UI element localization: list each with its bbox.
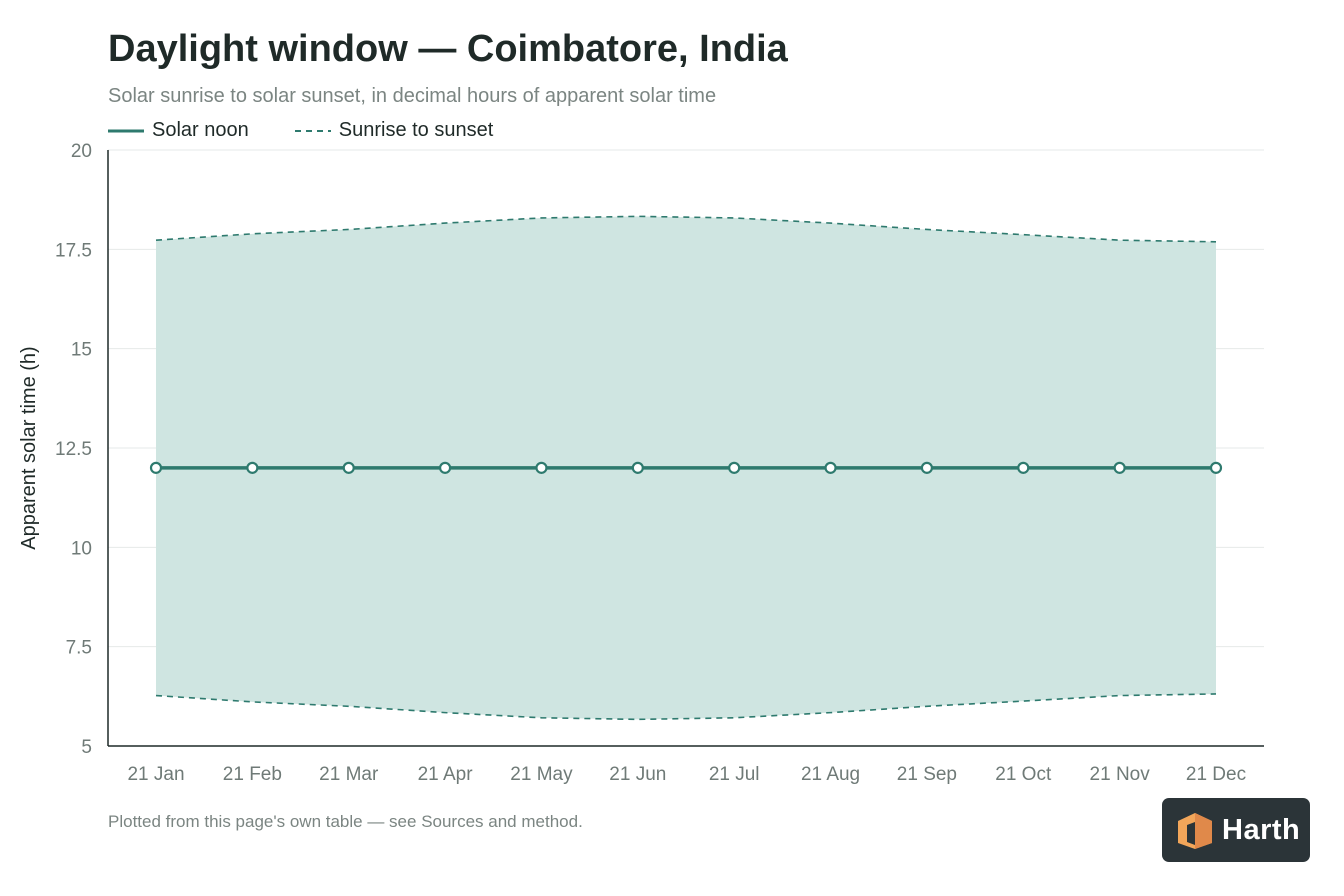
solar-noon-point xyxy=(631,461,644,474)
legend: Solar noon Sunrise to sunset xyxy=(108,119,539,142)
chart-title: Daylight window — Coimbatore, India xyxy=(108,28,788,70)
harth-logo-text: Harth xyxy=(1222,813,1301,846)
y-tick-label: 12.5 xyxy=(55,439,92,460)
sunset-line xyxy=(155,215,1217,243)
x-tick-label: 21 Dec xyxy=(1186,764,1246,785)
x-tick-labels: 21 Jan 21 Feb 21 Mar 21 Apr 21 May 21 Jun 21 J… xyxy=(127,764,1246,785)
y-tick-label: 20 xyxy=(71,141,92,162)
x-tick-label: 21 Apr xyxy=(418,764,474,785)
solar-noon-point xyxy=(342,461,355,474)
legend-item-solar-noon: Solar noon xyxy=(108,119,249,142)
legend-item-sunrise-sunset: Sunrise to sunset xyxy=(294,119,494,142)
y-tick-label: 17.5 xyxy=(55,240,92,261)
x-tick-label: 21 Nov xyxy=(1090,764,1151,785)
x-tick-label: 21 Jul xyxy=(709,764,760,785)
y-tick-label: 7.5 xyxy=(66,638,92,659)
axes xyxy=(107,150,1264,747)
solar-noon-point xyxy=(1209,461,1223,474)
x-tick-label: 21 Oct xyxy=(995,764,1052,785)
x-tick-label: 21 Sep xyxy=(897,764,957,785)
y-axis-title: Apparent solar time (h) xyxy=(18,346,40,549)
solar-noon-point xyxy=(1017,461,1030,474)
legend-swatch-solid xyxy=(108,129,144,132)
y-tick-label: 10 xyxy=(71,538,92,559)
legend-label-solar-noon: Solar noon xyxy=(152,119,249,141)
solar-noon-point xyxy=(246,461,259,474)
solar-noon-point xyxy=(920,461,934,474)
x-tick-label: 21 Aug xyxy=(801,764,860,785)
y-tick-label: 5 xyxy=(81,737,92,758)
x-tick-label: 21 May xyxy=(510,764,573,785)
solar-noon-point xyxy=(149,461,163,474)
x-tick-label: 21 Feb xyxy=(223,764,282,785)
solar-noon-point xyxy=(1113,461,1126,474)
harth-logo: Harth xyxy=(1162,798,1310,862)
solar-noon-point xyxy=(535,461,548,474)
solar-noon-point xyxy=(728,461,741,474)
sunrise-line xyxy=(155,693,1217,721)
x-tick-label: 21 Mar xyxy=(319,764,379,785)
x-tick-label: 21 Jan xyxy=(127,764,184,785)
x-tick-label: 21 Jun xyxy=(609,764,666,785)
footnote: Plotted from this page's own table — see… xyxy=(108,812,583,831)
chart-subtitle: Solar sunrise to solar sunset, in decima… xyxy=(108,85,717,107)
y-tick-labels: 5 7.5 10 12.5 15 17.5 20 xyxy=(55,141,92,758)
solar-noon-points xyxy=(149,461,1223,474)
legend-swatch-dashed xyxy=(294,129,331,132)
harth-logo-mark-icon xyxy=(1178,813,1212,849)
legend-label-sunrise-sunset: Sunrise to sunset xyxy=(338,119,494,141)
solar-noon-point xyxy=(438,461,452,474)
y-tick-label: 15 xyxy=(71,340,92,361)
solar-noon-point xyxy=(824,461,837,474)
